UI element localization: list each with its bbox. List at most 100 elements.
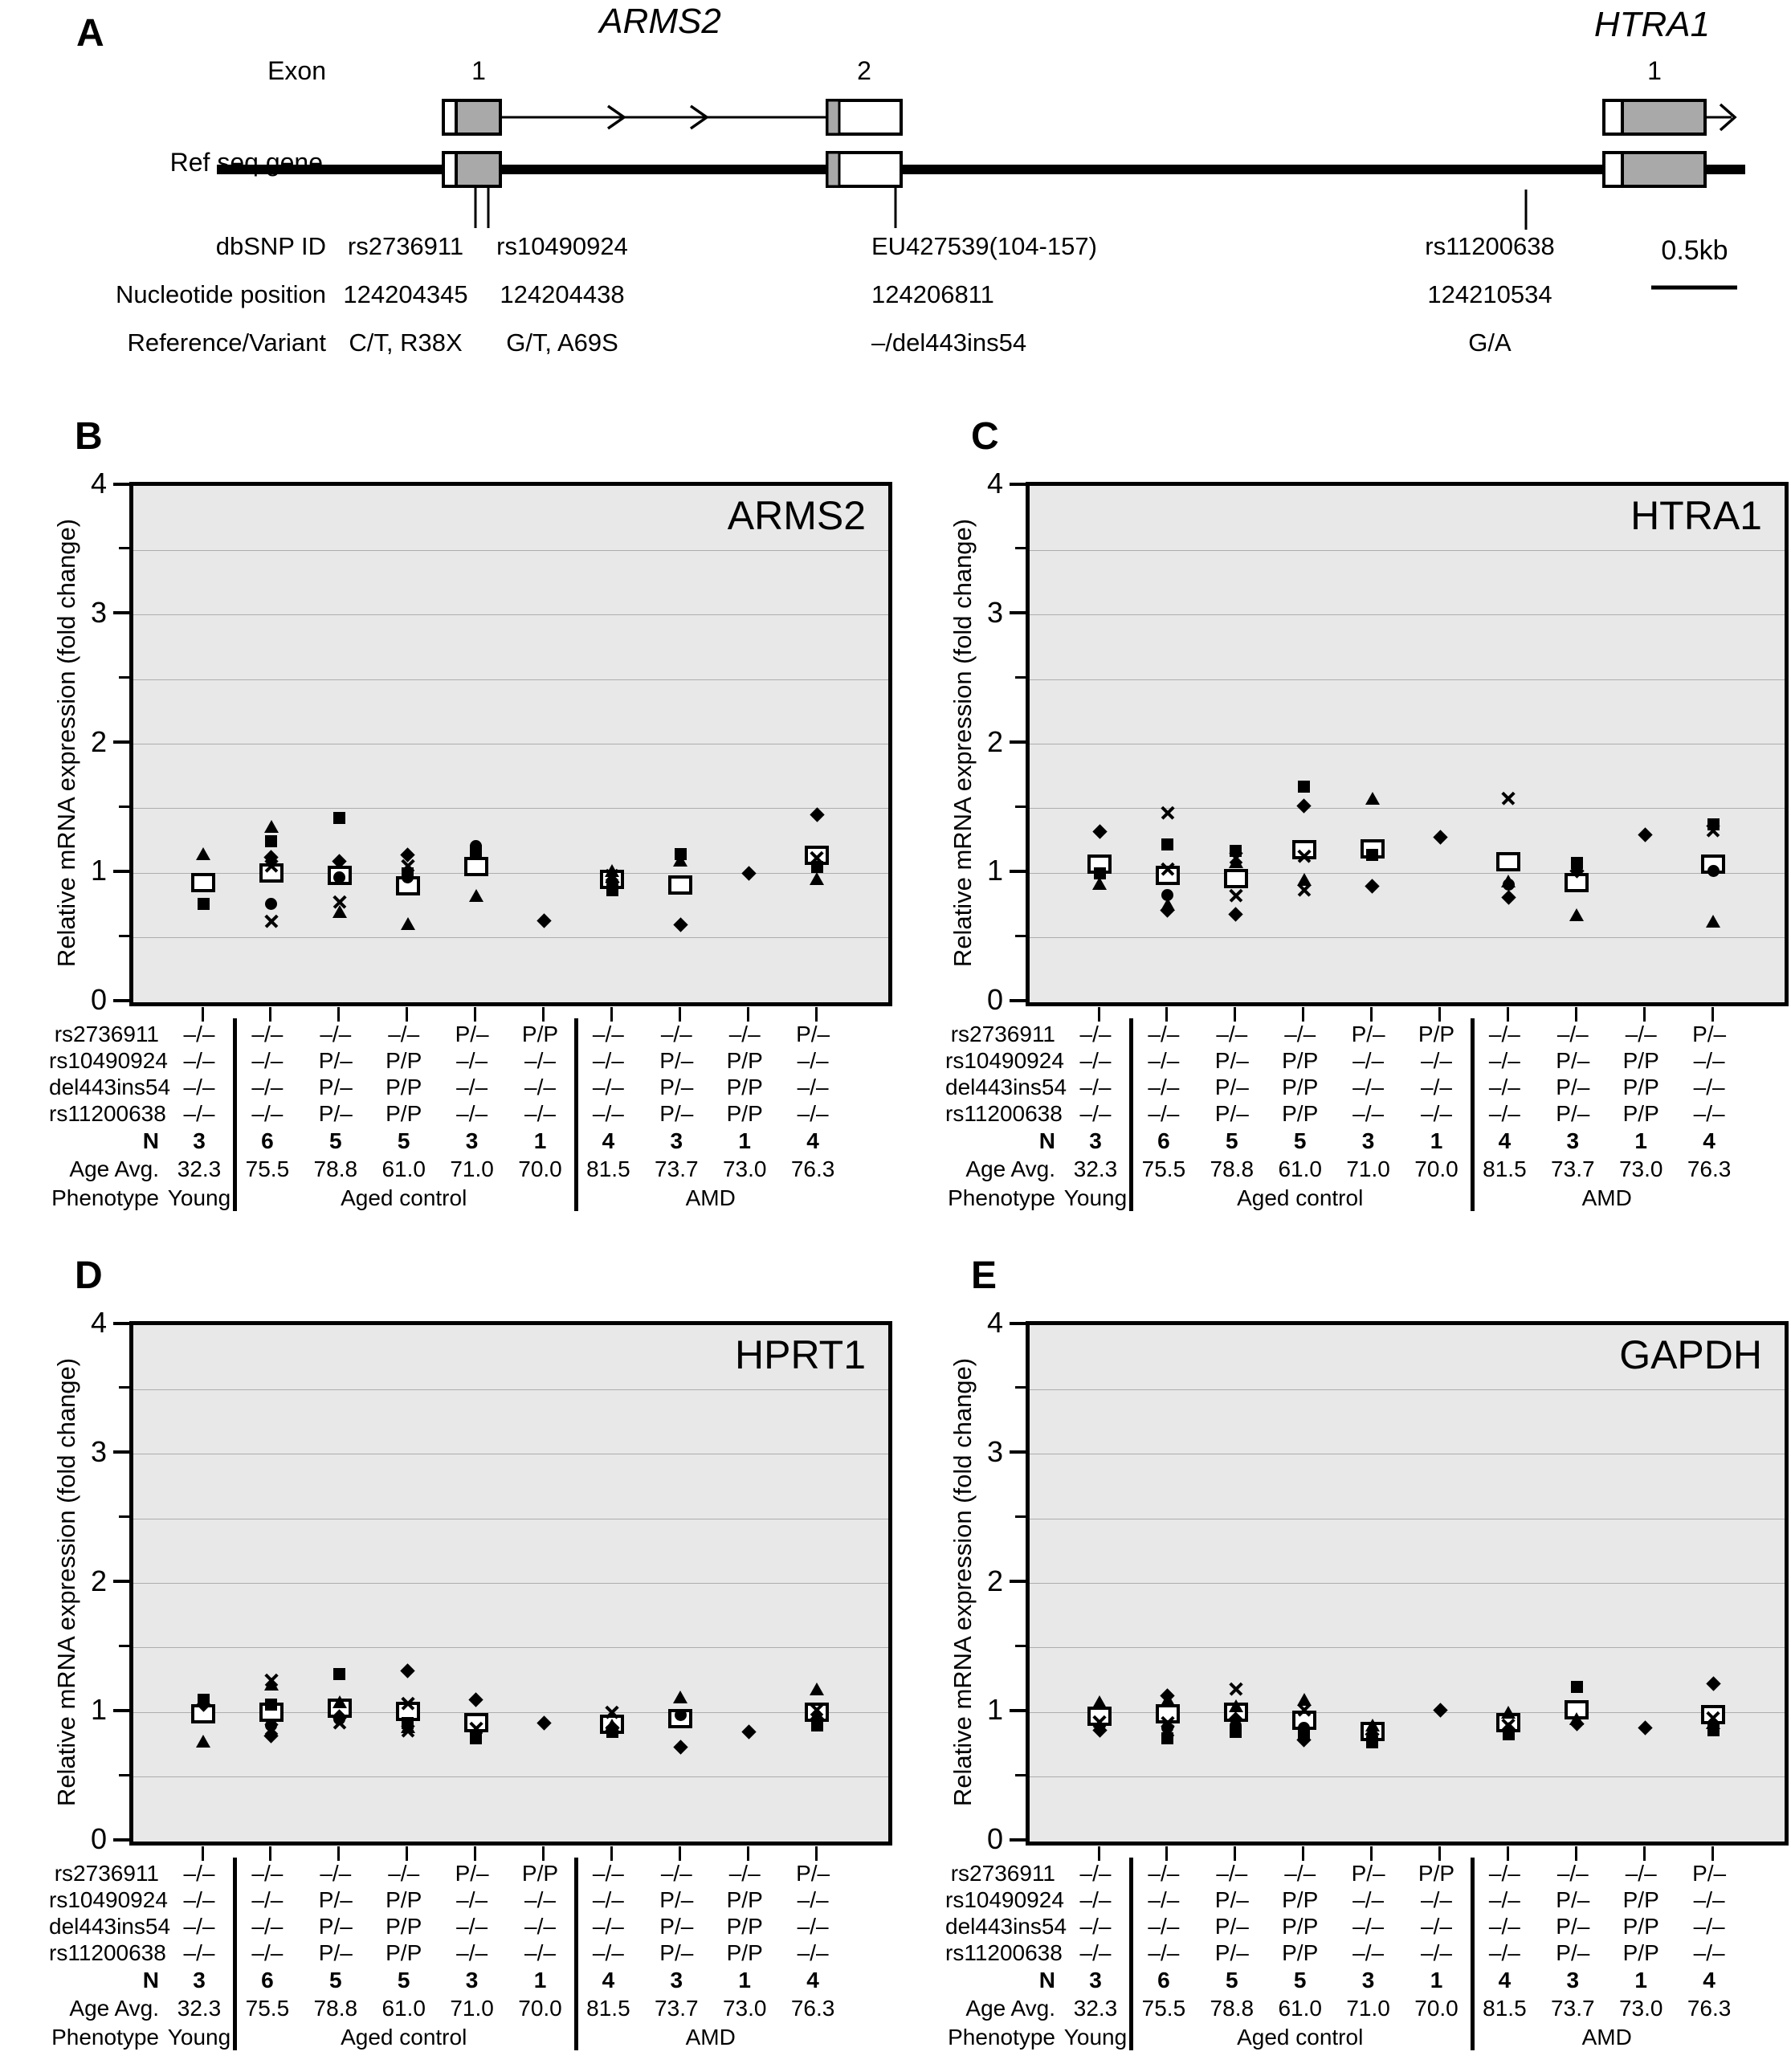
scatter-point-filled-circle: [1707, 864, 1720, 877]
genotype-cell: P/–: [318, 1887, 353, 1912]
genotype-cell: –/–: [183, 1048, 215, 1073]
n-cell: 5: [1226, 1968, 1238, 1992]
y-tick-minor: [1015, 805, 1026, 808]
x-tick: [1711, 1846, 1714, 1861]
column-divider: [1470, 1018, 1475, 1211]
scatter-point-filled-diamond: [1501, 890, 1516, 905]
x-tick: [1642, 1007, 1646, 1022]
genotype-row-label: del443ins54: [945, 1914, 1067, 1939]
genotype-cell: –/–: [1693, 1940, 1725, 1965]
scatter-point-filled-diamond: [1433, 830, 1448, 845]
phenotype-group-label: Young: [167, 2025, 231, 2050]
x-tick: [814, 1846, 818, 1861]
genotype-cell: –/–: [456, 1048, 488, 1073]
scatter-point-filled-square: [810, 860, 823, 873]
genotype-cell: P/–: [659, 1940, 694, 1965]
y-tick: [1010, 998, 1026, 1002]
x-tick: [542, 1846, 545, 1861]
genotype-cell: P/–: [318, 1048, 353, 1073]
genotype-cell: P/P: [386, 1940, 422, 1965]
genotype-cell: –/–: [592, 1048, 624, 1073]
genotype-cell: P/–: [1556, 1940, 1590, 1965]
n-cell: 1: [1634, 1968, 1647, 1992]
genotype-cell: P/P: [386, 1887, 422, 1912]
gene-title-arms2: ARMS2: [599, 2, 721, 41]
gridline: [133, 614, 888, 616]
genotype-cell: –/–: [1352, 1887, 1385, 1912]
scatter-point-filled-circle: [674, 1708, 687, 1721]
genotype-cell: –/–: [1079, 1861, 1112, 1886]
scatter-point-filled-triangle: [1228, 854, 1243, 868]
gridline: [133, 1583, 888, 1584]
x-tick: [1302, 1007, 1305, 1022]
phenotype-row-label: Phenotype: [948, 2025, 1055, 2050]
scatter-point-filled-triangle: [196, 847, 210, 861]
nucleotide-value: 124204345: [343, 280, 468, 308]
genotype-cell: P/P: [386, 1075, 422, 1099]
genotype-cell: –/–: [1693, 1101, 1725, 1126]
dbsnp-value: rs10490924: [496, 232, 628, 260]
genotype-row-label: del443ins54: [945, 1075, 1067, 1099]
age-cell: 78.8: [1210, 1996, 1255, 2021]
genotype-cell: P/P: [521, 1022, 559, 1046]
genotype-row-label: rs10490924: [49, 1048, 168, 1073]
age-cell: 73.7: [1551, 1996, 1595, 2021]
scatter-point-filled-square: [1161, 1731, 1174, 1744]
genotype-cell: –/–: [1625, 1861, 1657, 1886]
age-cell: 73.7: [1551, 1156, 1595, 1181]
genotype-row-label: rs10490924: [945, 1048, 1064, 1073]
gridline: [133, 872, 888, 874]
scatter-point-filled-triangle: [332, 1695, 347, 1709]
genotype-cell: P/–: [659, 1101, 694, 1126]
y-tick-label: 1: [986, 1693, 1003, 1727]
age-cell: 75.5: [1141, 1156, 1186, 1181]
age-cell: 78.8: [313, 1996, 358, 2021]
genotype-cell: –/–: [1216, 1861, 1248, 1886]
x-tick: [406, 1007, 409, 1022]
nucleotide-value: 124204438: [500, 280, 625, 308]
nucleotide-value: 124206811: [871, 280, 994, 308]
genotype-row-label: rs2736911: [54, 1861, 159, 1886]
genotype-cell: P/P: [1282, 1048, 1319, 1073]
scatter-point-filled-diamond: [536, 1715, 552, 1731]
genotype-cell: –/–: [1693, 1914, 1725, 1939]
group-mean-marker: [191, 872, 215, 892]
n-cell: 1: [533, 1968, 547, 1992]
scatter-point-x-mark: [1707, 824, 1720, 837]
genotype-cell: –/–: [1421, 1101, 1452, 1126]
age-cell: 73.0: [1618, 1996, 1663, 2021]
arms2-exon2-number: 2: [857, 56, 871, 85]
x-tick: [406, 1846, 409, 1861]
x-tick: [1711, 1007, 1714, 1022]
gridline: [133, 1389, 888, 1390]
genotype-cell: –/–: [1079, 1101, 1112, 1126]
scatter-point-filled-square: [1570, 1680, 1583, 1693]
age-cell: 71.0: [1346, 1156, 1390, 1181]
plot-title: HTRA1: [1630, 493, 1762, 538]
y-tick-label: 3: [986, 1434, 1003, 1468]
genotype-cell: –/–: [524, 1048, 556, 1073]
genotype-cell: P/–: [318, 1101, 353, 1126]
gridline: [133, 937, 888, 939]
genotype-cell: –/–: [456, 1940, 488, 1965]
genotype-cell: P/P: [386, 1101, 422, 1126]
genotype-cell: –/–: [251, 1887, 284, 1912]
genotype-cell: –/–: [1693, 1075, 1725, 1099]
scatter-point-filled-triangle: [1365, 792, 1380, 805]
genotype-cell: –/–: [251, 1101, 284, 1126]
genotype-cell: P/–: [796, 1861, 830, 1886]
scatter-point-filled-triangle: [1092, 877, 1107, 891]
genotype-cell: P/–: [659, 1075, 694, 1099]
n-cell: 6: [261, 1968, 274, 1992]
x-tick: [1370, 1007, 1373, 1022]
y-tick-label: 2: [986, 724, 1003, 758]
y-tick: [113, 998, 129, 1002]
panel-letter-D: D: [75, 1254, 103, 1297]
y-tick: [113, 1580, 129, 1583]
scatter-point-filled-triangle: [810, 871, 825, 885]
annotation-row-label: Nucleotide position: [116, 280, 326, 308]
genotype-cell: P/–: [318, 1914, 353, 1939]
genotype-cell: –/–: [1216, 1022, 1248, 1046]
gene-diagram: [217, 99, 1745, 290]
gridline: [1030, 614, 1785, 616]
